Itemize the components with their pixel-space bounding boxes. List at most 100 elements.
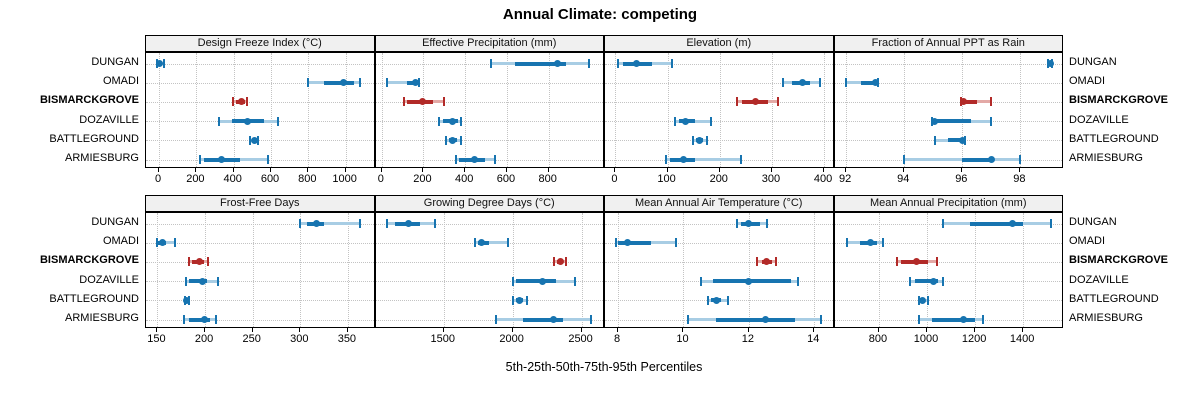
panel-strip: Mean Annual Precipitation (mm): [833, 195, 1063, 212]
axis-tick-label: 200: [709, 173, 728, 185]
row-label-left: DOZAVILLE: [79, 113, 139, 126]
panel-plot: [374, 212, 604, 328]
whisker-cap-95th: [926, 295, 929, 305]
range-5-95: [386, 81, 420, 85]
whisker-cap-95th: [819, 78, 822, 88]
chart-title: Annual Climate: competing: [502, 6, 698, 23]
median-dot: [198, 277, 206, 285]
gridline-horizontal: [375, 300, 604, 302]
whisker-cap-95th: [774, 257, 777, 267]
row-label-right: DOZAVILLE: [1069, 273, 1129, 286]
gridline-vertical: [667, 53, 669, 167]
gridline-horizontal: [834, 281, 1063, 283]
median-dot: [312, 220, 320, 227]
whisker-cap-95th: [709, 116, 712, 126]
whisker-cap-95th: [214, 315, 217, 324]
gridline-horizontal: [375, 281, 604, 283]
whisker-cap-95th: [706, 135, 709, 145]
axis-tick: [813, 328, 815, 332]
gridline-horizontal: [146, 242, 374, 244]
axis-tick-label: 92: [838, 173, 852, 185]
axis-tick-label: 300: [761, 173, 781, 185]
row-label-left: BISMARCKGROVE: [39, 254, 139, 267]
whisker-cap-95th: [358, 78, 361, 88]
axis-tick: [682, 328, 684, 332]
gridline-vertical: [423, 53, 425, 167]
whisker-cap-95th: [588, 59, 591, 68]
gridline-horizontal: [834, 300, 1063, 302]
median-dot: [958, 136, 966, 144]
whisker-cap-95th: [819, 315, 822, 324]
axis-tick: [204, 328, 206, 332]
row-label-right: DUNGAN: [1069, 56, 1117, 68]
whisker-cap-5th: [782, 78, 785, 88]
axis-tick-label: 800: [868, 333, 888, 345]
whisker-cap-95th: [267, 155, 270, 164]
panel-strip: Effective Precipitation (mm): [374, 35, 604, 52]
panel-plot: [145, 212, 375, 328]
median-dot: [195, 258, 203, 266]
range-25-75: [618, 240, 651, 245]
whisker-cap-95th: [776, 97, 779, 107]
range-25-75: [962, 157, 995, 162]
whisker-cap-95th: [674, 238, 677, 248]
gridline-vertical: [345, 53, 347, 167]
axis-tick: [845, 168, 847, 172]
axis-tick-label: 2500: [568, 333, 593, 345]
median-dot: [156, 60, 164, 67]
gridline-horizontal: [834, 82, 1063, 84]
whisker-cap-5th: [918, 295, 921, 305]
median-dot: [987, 156, 995, 163]
axis-tick-label: 1200: [961, 333, 987, 345]
panel-plot: [604, 52, 834, 168]
median-dot: [448, 136, 456, 144]
axis-tick: [344, 168, 346, 172]
median-dot: [712, 296, 720, 304]
whisker-cap-5th: [845, 238, 848, 248]
gridline-vertical: [771, 53, 773, 167]
whisker-cap-95th: [460, 116, 463, 126]
row-label-right: ARMIESBURG: [1069, 312, 1143, 324]
axis-tick: [380, 168, 382, 172]
whisker-cap-95th: [494, 155, 497, 164]
gridline-horizontal: [605, 242, 833, 244]
axis-tick-label: 96: [955, 173, 968, 185]
percentile-caption: 5th-25th-50th-75th-95th Percentiles: [505, 360, 703, 374]
whisker-cap-95th: [359, 219, 362, 228]
row-label-left: ARMIESBURG: [65, 152, 139, 164]
axis-tick-label: 10: [676, 333, 689, 345]
gridline-horizontal: [605, 82, 833, 84]
whisker-cap-95th: [418, 78, 421, 88]
whisker-cap-5th: [474, 238, 477, 248]
gridline-horizontal: [375, 261, 604, 263]
median-dot: [183, 296, 191, 304]
panel-strip: Design Freeze Index (°C): [145, 35, 375, 52]
row-label-right: BISMARCKGROVE: [1069, 94, 1169, 107]
axis-tick: [442, 328, 444, 332]
gridline-horizontal: [605, 121, 833, 123]
whisker-cap-5th: [735, 97, 738, 107]
gridline-vertical: [748, 213, 750, 327]
gridline-vertical: [846, 53, 848, 167]
whisker-cap-5th: [909, 276, 912, 286]
panel-plot: [145, 52, 375, 168]
whisker-cap-5th: [403, 97, 406, 107]
whisker-cap-5th: [187, 257, 190, 267]
median-dot: [695, 136, 703, 144]
axis-tick-label: 150: [147, 333, 166, 345]
range-25-75: [931, 317, 976, 322]
gridline-horizontal: [146, 300, 374, 302]
range-5-95: [300, 222, 361, 225]
median-dot: [411, 79, 419, 87]
gridline-horizontal: [146, 223, 374, 225]
median-dot: [470, 156, 478, 163]
range-25-75: [516, 279, 557, 284]
axis-tick-label: 350: [337, 333, 357, 345]
gridline-vertical: [962, 53, 964, 167]
panel-plot: [604, 212, 834, 328]
gridline-vertical: [308, 53, 310, 167]
axis-tick: [770, 168, 772, 172]
row-label-left: BISMARCKGROVE: [39, 94, 139, 107]
whisker-cap-95th: [433, 219, 436, 228]
median-dot: [919, 296, 927, 304]
